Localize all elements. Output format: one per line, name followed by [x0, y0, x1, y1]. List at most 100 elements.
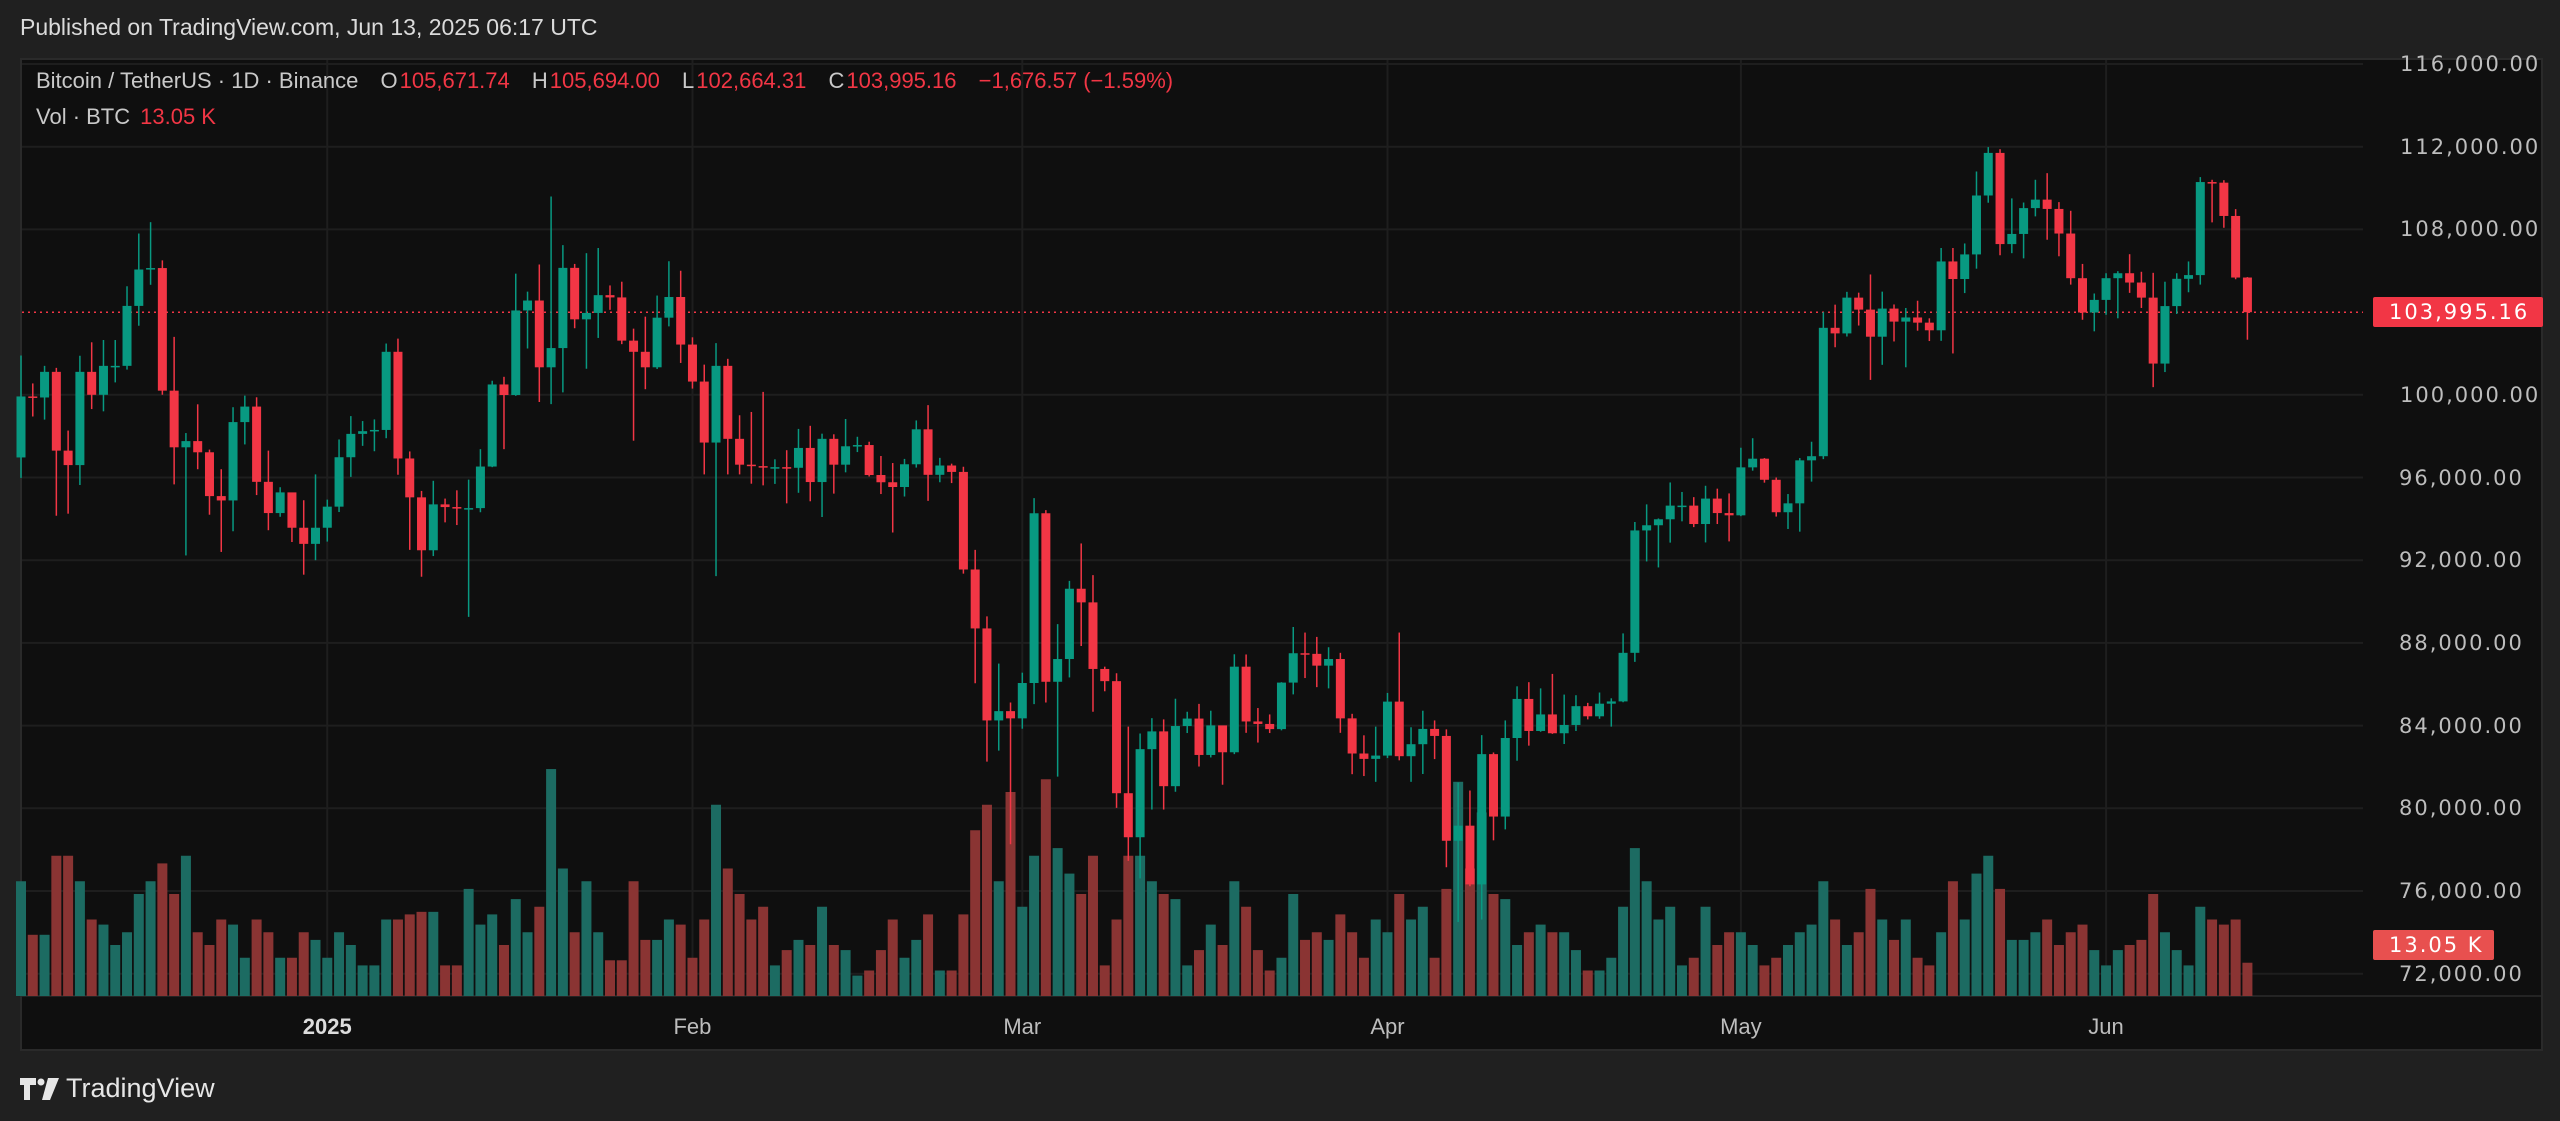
- volume-bar: [1735, 932, 1746, 996]
- volume-legend: Vol · BTC 13.05 K: [36, 104, 216, 130]
- volume-bar: [1488, 894, 1499, 996]
- candle-up: [2007, 233, 2017, 245]
- candle-up: [2019, 208, 2029, 234]
- candle-up: [1053, 659, 1063, 682]
- candle-down: [947, 465, 957, 472]
- candle-up: [311, 527, 320, 544]
- candle-up: [1406, 744, 1416, 757]
- volume-bar: [1194, 950, 1204, 996]
- volume-bar: [74, 881, 85, 996]
- candle-up: [40, 371, 50, 398]
- volume-bar: [345, 945, 356, 996]
- candle-down: [1218, 725, 1228, 753]
- candle-up: [1064, 588, 1074, 660]
- candle-down: [1547, 714, 1557, 734]
- candle-down: [1394, 701, 1404, 757]
- candle-down: [1300, 653, 1310, 655]
- candle-up: [664, 297, 674, 318]
- volume-bar: [1229, 881, 1240, 996]
- volume-bar: [1288, 894, 1299, 996]
- volume-bar: [1347, 932, 1358, 996]
- volume-bar: [1865, 888, 1876, 996]
- volume-bar: [628, 881, 639, 996]
- candle-down: [1430, 728, 1440, 736]
- candle-up: [1936, 261, 1946, 331]
- candle-up: [1182, 718, 1192, 727]
- volume-bar: [110, 945, 121, 996]
- volume-bar: [2089, 950, 2100, 996]
- volume-bar: [711, 804, 722, 996]
- volume-bar: [1170, 899, 1181, 996]
- volume-bar: [875, 950, 886, 996]
- candle-down: [970, 569, 980, 629]
- volume-bar: [1464, 868, 1475, 996]
- volume-bar: [16, 881, 26, 996]
- volume-bar: [122, 932, 133, 996]
- candle-down: [1724, 513, 1734, 516]
- volume-bar: [805, 945, 816, 996]
- volume-bar: [416, 911, 427, 996]
- volume-bar: [1111, 919, 1122, 996]
- candle-down: [287, 492, 297, 528]
- volume-value: 13.05 K: [140, 104, 216, 129]
- candle-down: [758, 466, 768, 468]
- volume-bar: [1241, 906, 1252, 996]
- volume-bar: [1700, 906, 1711, 996]
- candle-up: [852, 445, 862, 447]
- volume-bar: [557, 868, 568, 996]
- chart-pane[interactable]: [20, 58, 2543, 1051]
- volume-bar: [1629, 848, 1640, 996]
- volume-bar: [1135, 855, 1146, 996]
- symbol-title[interactable]: Bitcoin / TetherUS · 1D · Binance: [36, 68, 359, 93]
- volume-bar: [2218, 924, 2229, 996]
- volume-bar: [310, 939, 321, 996]
- volume-bar: [605, 960, 615, 996]
- candle-down: [1253, 721, 1263, 724]
- volume-bar: [1146, 881, 1157, 996]
- candle-down: [1771, 479, 1781, 513]
- candle-down: [440, 504, 450, 508]
- candle-down: [888, 482, 898, 488]
- volume-bar: [616, 960, 627, 996]
- candle-up: [134, 269, 144, 306]
- volume-bar: [228, 924, 239, 996]
- candle-up: [358, 431, 368, 434]
- tradingview-logo[interactable]: TradingView: [20, 1073, 215, 1104]
- candle-up: [523, 300, 533, 311]
- volume-bar: [169, 894, 180, 996]
- volume-bar: [817, 906, 828, 996]
- volume-bar: [1064, 873, 1075, 996]
- candle-up: [228, 422, 238, 501]
- volume-bar: [569, 932, 580, 996]
- candle-up: [240, 406, 250, 423]
- candle-up: [122, 305, 132, 366]
- tradingview-logo-icon: [20, 1077, 59, 1100]
- candle-down: [640, 351, 650, 368]
- candle-down: [2125, 273, 2135, 283]
- candle-up: [1559, 724, 1569, 734]
- volume-bar: [2065, 932, 2076, 996]
- candle-down: [676, 297, 686, 345]
- high-value: 105,694.00: [549, 68, 660, 93]
- candle-down: [393, 351, 403, 459]
- candle-up: [1618, 652, 1628, 702]
- candle-up: [98, 365, 108, 395]
- candle-up: [2195, 182, 2205, 276]
- candle-down: [605, 295, 615, 298]
- candle-down: [216, 496, 226, 501]
- volume-bar: [1830, 919, 1841, 996]
- volume-bar: [451, 965, 462, 996]
- volume-label[interactable]: Vol · BTC: [36, 104, 131, 129]
- candle-up: [1983, 152, 1993, 196]
- candle-up: [110, 365, 120, 368]
- volume-bar: [1276, 957, 1287, 996]
- low-value: 102,664.31: [696, 68, 807, 93]
- close-value: 103,995.16: [846, 68, 957, 93]
- candle-up: [841, 446, 851, 465]
- candle-down: [958, 471, 968, 570]
- candle-down: [1865, 309, 1875, 337]
- volume-bar: [2101, 965, 2112, 996]
- volume-bar: [428, 911, 439, 996]
- candle-up: [1606, 701, 1616, 704]
